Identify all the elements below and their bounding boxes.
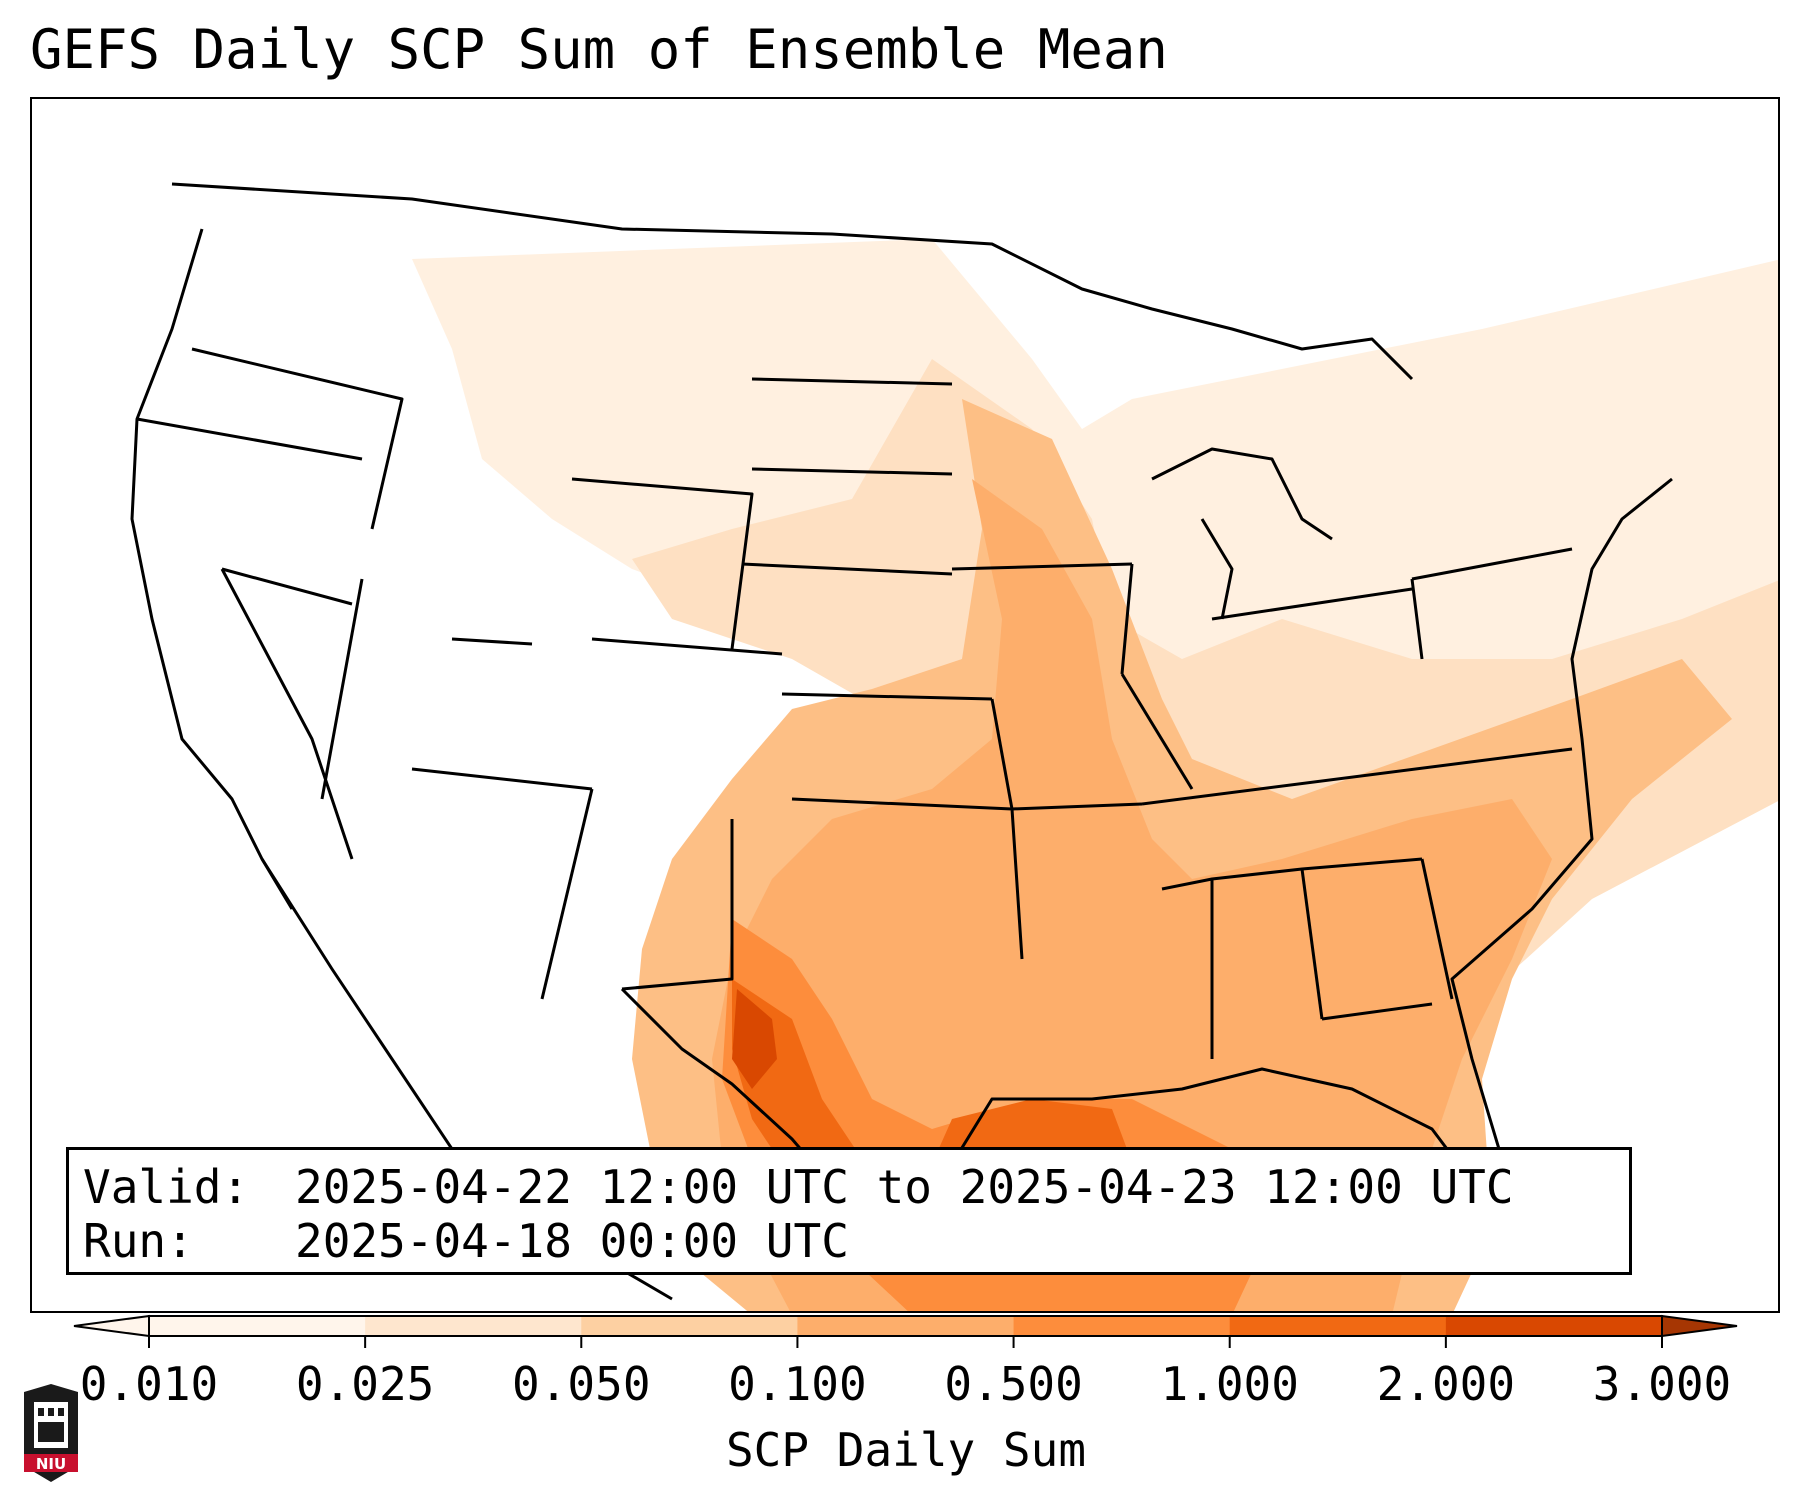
map-title: GEFS Daily SCP Sum of Ensemble Mean	[30, 18, 1168, 81]
colorbar-segment	[1229, 1316, 1447, 1336]
colorbar-segment	[149, 1316, 366, 1336]
colorbar-segment	[797, 1316, 1015, 1336]
valid-line: Valid: 2025-04-22 12:00 UTC to 2025-04-23…	[83, 1160, 1615, 1214]
colorbar-segment	[1445, 1316, 1663, 1336]
run-line: Run: 2025-04-18 00:00 UTC	[83, 1214, 1615, 1268]
scp-fill-orange	[712, 479, 1552, 1311]
map-panel	[30, 97, 1780, 1313]
colorbar-tick-label: 0.050	[512, 1357, 651, 1411]
state-borders	[130, 182, 1673, 1301]
colorbar-outline	[148, 1315, 1663, 1337]
valid-run-info-box: Valid: 2025-04-22 12:00 UTC to 2025-04-23…	[66, 1147, 1632, 1275]
colorbar-tick-label: 3.000	[1592, 1357, 1732, 1411]
colorbar-tick-label: 0.100	[728, 1357, 867, 1411]
colorbar-tick-label: 1.000	[1160, 1357, 1299, 1411]
colorbar-tick-label: 0.010	[79, 1357, 219, 1411]
run-value: 2025-04-18 00:00 UTC	[295, 1214, 849, 1268]
scp-map	[130, 182, 1778, 1311]
colorbar-segment	[581, 1316, 798, 1336]
logo-red-band	[24, 1454, 78, 1472]
logo-text: NIU	[36, 1455, 66, 1473]
colorbar-extend-high	[1661, 1314, 1738, 1338]
run-key: Run:	[83, 1214, 194, 1268]
scp-fill-max	[732, 989, 777, 1089]
colorbar-tick-label: 2.000	[1376, 1357, 1516, 1411]
colorbar	[73, 1314, 1738, 1348]
colorbar-tick-label: 0.500	[944, 1357, 1083, 1411]
colorbar-tick-label: 0.025	[295, 1357, 435, 1411]
colorbar-label: SCP Daily Sum	[725, 1423, 1087, 1477]
colorbar-extend-low	[73, 1314, 150, 1338]
colorbar-segment	[365, 1316, 582, 1336]
colorbar-segment	[1013, 1316, 1231, 1336]
valid-value: 2025-04-22 12:00 UTC to 2025-04-23 12:00…	[295, 1160, 1514, 1214]
valid-key: Valid:	[83, 1160, 250, 1214]
niu-logo: NIU	[24, 1384, 78, 1482]
